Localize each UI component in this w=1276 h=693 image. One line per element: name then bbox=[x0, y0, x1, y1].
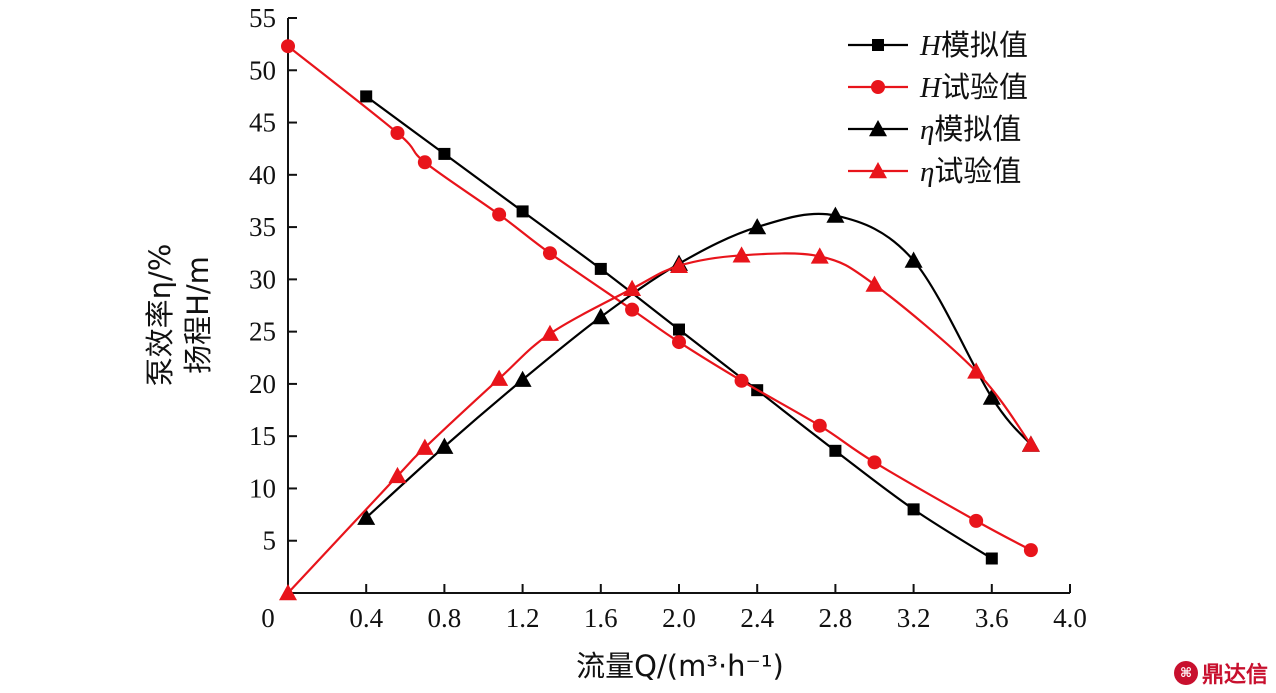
data-point bbox=[281, 39, 295, 54]
legend-marker bbox=[871, 80, 885, 94]
data-point bbox=[540, 324, 559, 341]
data-point bbox=[907, 503, 920, 516]
series-0 bbox=[360, 90, 998, 565]
data-point bbox=[969, 513, 984, 528]
data-point bbox=[867, 455, 882, 470]
y-tick-label: 35 bbox=[249, 212, 276, 242]
data-point bbox=[672, 335, 686, 350]
series-line bbox=[365, 212, 1032, 519]
x-tick-label: 0.4 bbox=[349, 603, 383, 633]
legend-item: H模拟值 bbox=[848, 28, 1028, 62]
y-axis-title-head: 扬程H/m bbox=[181, 256, 215, 374]
series-line bbox=[287, 45, 1032, 552]
data-point bbox=[492, 207, 507, 222]
data-point bbox=[673, 323, 685, 336]
x-tick-label: 2.0 bbox=[662, 603, 696, 633]
data-point bbox=[388, 466, 407, 484]
data-point bbox=[513, 370, 532, 387]
x-tick-label: 0 bbox=[261, 603, 275, 633]
legend-marker bbox=[869, 162, 887, 179]
watermark-logo-icon: ⌘ bbox=[1173, 661, 1198, 685]
y-tick-label: 15 bbox=[249, 421, 276, 451]
data-point bbox=[826, 206, 845, 223]
data-point bbox=[417, 155, 432, 170]
data-point bbox=[865, 275, 884, 292]
data-point bbox=[390, 126, 405, 140]
data-point bbox=[415, 438, 434, 455]
data-point bbox=[982, 388, 1001, 405]
data-point bbox=[967, 362, 986, 379]
y-tick-label: 50 bbox=[249, 55, 276, 85]
y-tick-label: 5 bbox=[263, 526, 277, 556]
data-point bbox=[734, 373, 749, 388]
data-point bbox=[670, 256, 688, 273]
x-tick-label: 0.8 bbox=[428, 603, 462, 633]
data-point bbox=[1023, 543, 1038, 558]
watermark-text: 鼎达信 bbox=[1201, 663, 1268, 688]
data-point bbox=[748, 218, 767, 235]
legend-label: η模拟值 bbox=[920, 112, 1021, 146]
legend-item: η试验值 bbox=[848, 154, 1021, 188]
data-point bbox=[812, 418, 827, 433]
series-layer bbox=[279, 39, 1040, 601]
x-axis-title: 流量Q/(m³·h⁻¹) bbox=[576, 649, 784, 683]
data-point bbox=[542, 246, 557, 261]
y-tick-label: 25 bbox=[249, 317, 276, 347]
series-1 bbox=[281, 39, 1038, 558]
data-point bbox=[516, 205, 529, 218]
data-point bbox=[279, 584, 297, 601]
legend-marker bbox=[869, 120, 887, 137]
data-point bbox=[829, 444, 842, 457]
x-tick-label: 1.6 bbox=[584, 603, 618, 633]
y-tick-label: 30 bbox=[249, 264, 276, 294]
data-point bbox=[360, 90, 373, 103]
x-tick-label: 2.8 bbox=[819, 603, 853, 633]
x-tick-label: 1.2 bbox=[506, 603, 540, 633]
data-point bbox=[623, 279, 642, 296]
y-tick-label: 10 bbox=[249, 473, 276, 503]
x-tick-label: 2.4 bbox=[740, 603, 774, 633]
legend-item: H试验值 bbox=[848, 70, 1028, 104]
axes: 0 0.4 0.8 1.2 1.6 2.0 2.4 2.8 3.2 3.6 4.0 5 10 15 20 25… bbox=[249, 3, 1087, 633]
x-tick-label: 3.6 bbox=[975, 603, 1009, 633]
data-point bbox=[591, 308, 610, 325]
watermark: ⌘ 鼎达信 bbox=[1173, 657, 1268, 689]
y-tick-label: 40 bbox=[249, 160, 276, 190]
data-point bbox=[490, 369, 509, 386]
x-tick-label: 4.0 bbox=[1053, 603, 1087, 633]
data-point bbox=[625, 302, 640, 317]
legend-label: H模拟值 bbox=[919, 28, 1028, 62]
data-point bbox=[357, 508, 376, 525]
legend: H模拟值 H试验值 η模拟值 η试验值 bbox=[848, 28, 1028, 188]
series-3 bbox=[279, 246, 1040, 601]
x-tick-label: 3.2 bbox=[897, 603, 931, 633]
data-point bbox=[435, 437, 454, 454]
data-point bbox=[810, 247, 829, 264]
legend-label: H试验值 bbox=[919, 70, 1028, 104]
series-line bbox=[287, 252, 1032, 594]
data-point bbox=[732, 246, 751, 263]
legend-item: η模拟值 bbox=[848, 112, 1021, 146]
y-tick-label: 20 bbox=[249, 369, 276, 399]
legend-marker bbox=[872, 39, 884, 51]
data-point bbox=[1021, 435, 1040, 452]
series-2 bbox=[357, 206, 1040, 525]
data-point bbox=[985, 552, 998, 565]
y-axis-title-efficiency: 泵效率η/% bbox=[143, 244, 177, 387]
y-tick-label: 55 bbox=[249, 3, 276, 33]
data-point bbox=[438, 147, 451, 160]
data-point bbox=[594, 262, 607, 275]
y-tick-label: 45 bbox=[249, 108, 276, 138]
legend-label: η试验值 bbox=[920, 154, 1021, 188]
data-point bbox=[904, 251, 923, 268]
